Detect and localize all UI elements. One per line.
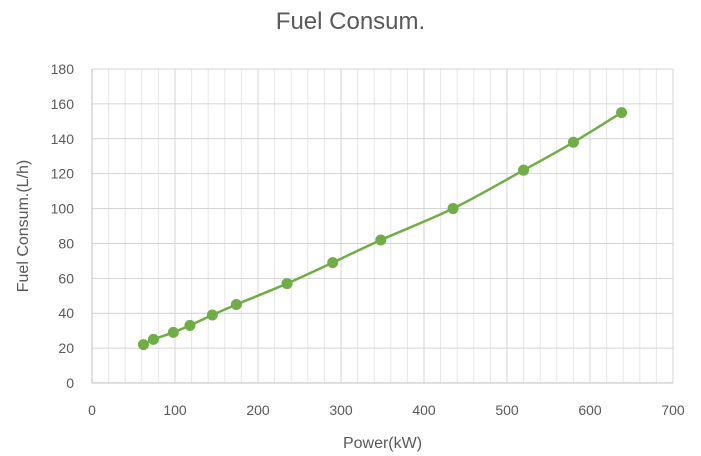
data-point (447, 203, 459, 215)
tick-labels: 0 100 200 300 400 500 600 700 0 20 40 60 80 100 120 140… (51, 61, 685, 418)
y-tick-label: 160 (51, 96, 75, 112)
x-tick-label: 200 (246, 402, 270, 418)
y-tick-label: 140 (51, 131, 75, 147)
chart-title: Fuel Consum. (275, 8, 426, 35)
y-tick-label: 80 (58, 235, 74, 251)
x-tick-label: 500 (495, 402, 519, 418)
y-tick-label: 120 (51, 166, 75, 182)
data-point (327, 257, 339, 269)
y-tick-label: 20 (58, 340, 74, 356)
series-line (142, 111, 623, 346)
data-point (206, 309, 218, 321)
y-tick-label: 60 (58, 270, 74, 286)
data-point (147, 333, 159, 345)
data-point (616, 107, 628, 119)
data-point (281, 278, 293, 290)
x-tick-label: 700 (661, 402, 685, 418)
data-point (375, 234, 387, 246)
data-point (567, 136, 579, 148)
x-tick-label: 100 (163, 402, 187, 418)
grid-lines (91, 68, 674, 384)
y-tick-label: 180 (51, 61, 75, 77)
y-tick-label: 40 (58, 305, 74, 321)
y-tick-label: 0 (66, 375, 74, 391)
y-axis-title: Fuel Consum.(L/h) (15, 160, 32, 293)
x-tick-label: 300 (329, 402, 353, 418)
data-series (137, 107, 628, 351)
x-axis-title: Power(kW) (343, 435, 422, 452)
data-point (518, 164, 530, 176)
x-tick-label: 0 (88, 402, 96, 418)
x-tick-label: 600 (578, 402, 602, 418)
data-point (167, 326, 179, 338)
data-point (184, 319, 196, 331)
data-point (137, 339, 149, 351)
x-tick-label: 400 (412, 402, 436, 418)
axes (91, 69, 673, 384)
data-point (230, 299, 242, 310)
y-tick-label: 100 (51, 201, 75, 217)
